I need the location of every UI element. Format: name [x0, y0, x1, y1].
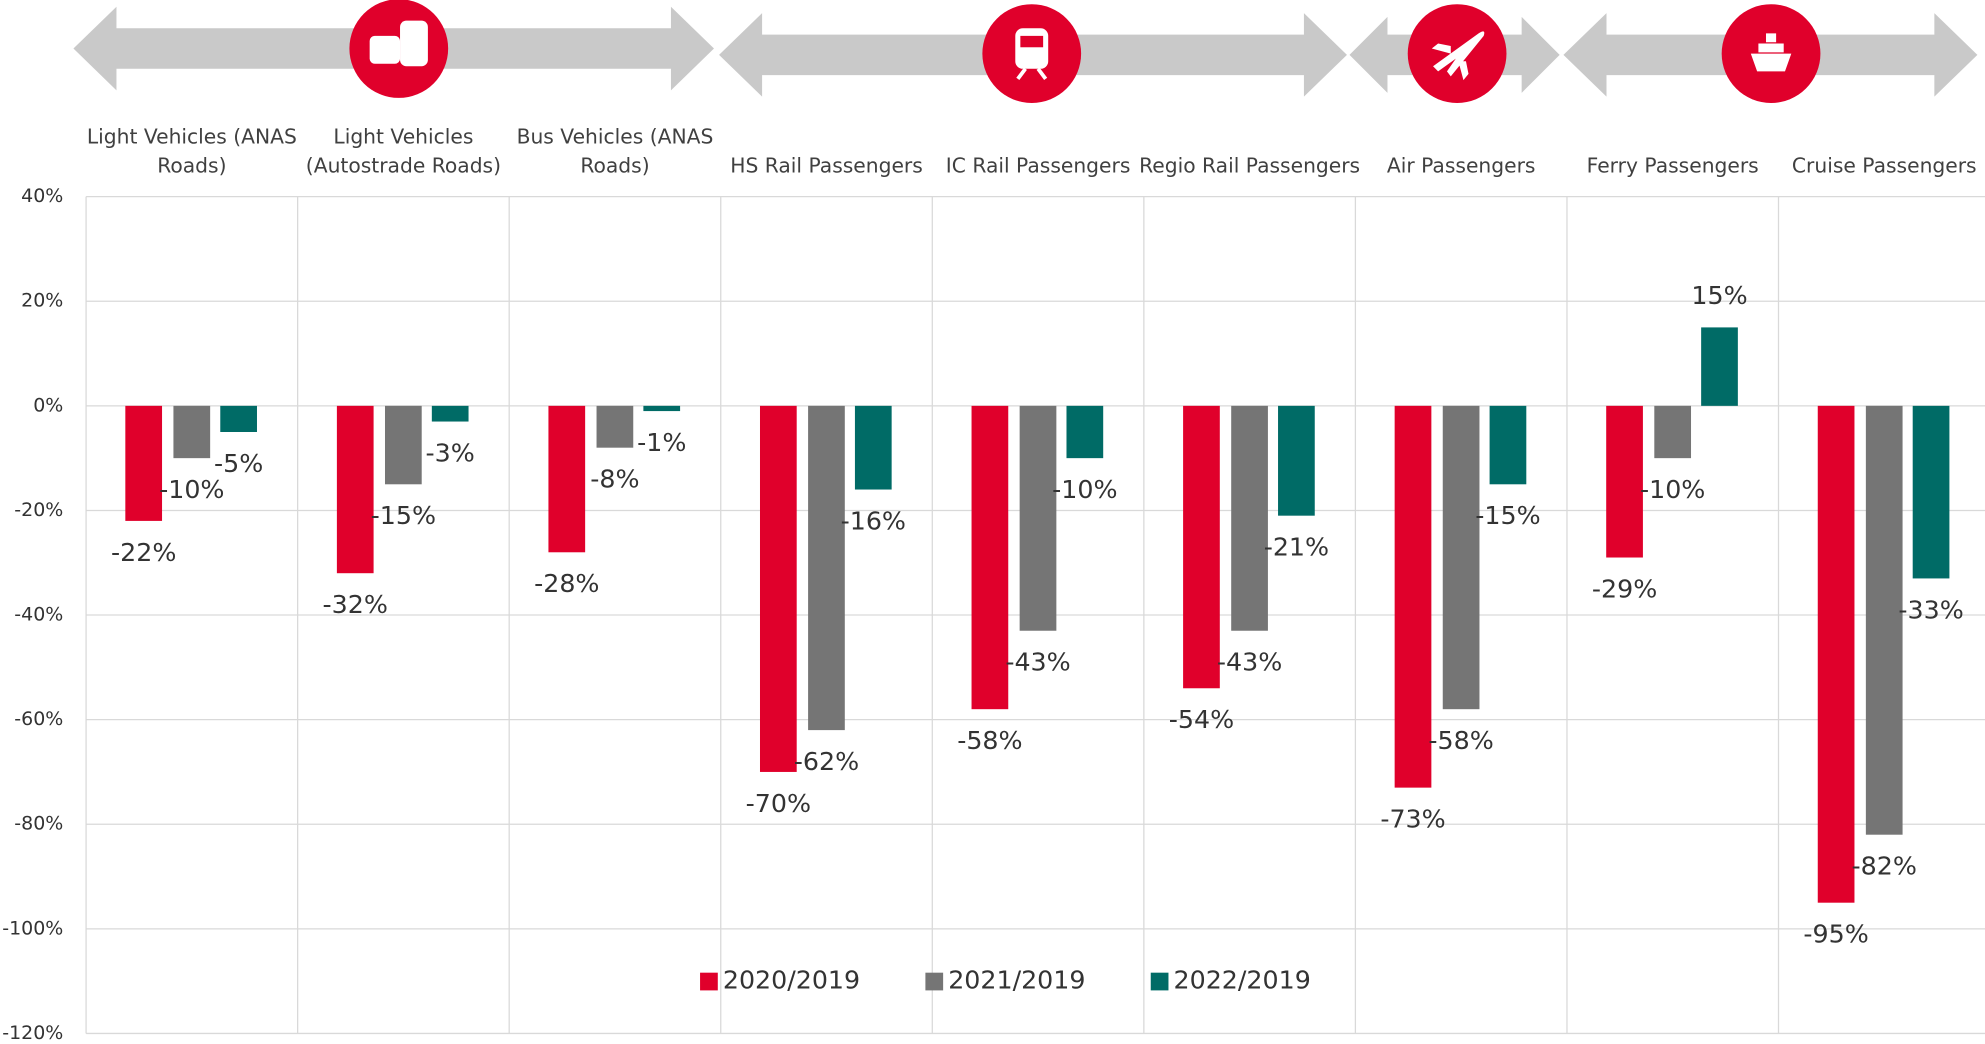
- data-label: -70%: [746, 789, 811, 818]
- data-label: -10%: [1640, 475, 1705, 504]
- data-label: -43%: [1005, 648, 1070, 677]
- x-tick-label: Bus Vehicles (ANAS Roads): [516, 124, 714, 178]
- bar: [1489, 405, 1527, 485]
- y-tick-label: -60%: [14, 708, 63, 730]
- x-tick-label-box: HS Rail Passengers: [730, 153, 923, 178]
- bar: [1231, 405, 1268, 631]
- data-label: -8%: [590, 465, 639, 494]
- bar: [384, 405, 422, 485]
- x-tick-label: IC Rail Passengers: [945, 153, 1131, 178]
- data-label: -73%: [1380, 805, 1445, 834]
- rails: [1016, 67, 1048, 81]
- data-label: -10%: [159, 475, 224, 504]
- x-tick-label: Air Passengers: [1386, 153, 1536, 178]
- bar: [1442, 405, 1480, 710]
- data-label: -54%: [1169, 705, 1234, 734]
- bar: [971, 405, 1009, 710]
- y-tick-label: -80%: [14, 813, 63, 835]
- y-tick-label: -20%: [14, 499, 63, 521]
- bar: [1394, 405, 1432, 788]
- data-label: 15%: [1691, 281, 1747, 310]
- bar: [643, 405, 681, 412]
- bar: [1183, 405, 1220, 689]
- x-tick-label-box: Bus Vehicles (ANAS Roads): [516, 124, 714, 178]
- bar: [1701, 327, 1738, 406]
- y-tick-label: 20%: [21, 290, 63, 312]
- bar: [1066, 405, 1104, 459]
- data-label: -33%: [1898, 595, 1963, 624]
- bar: [1912, 405, 1950, 579]
- y-tick-label: -100%: [2, 917, 63, 939]
- x-tick-label: Regio Rail Passengers: [1139, 153, 1361, 178]
- data-label: -58%: [1428, 726, 1493, 755]
- legend-label: 2021/2019: [948, 966, 1085, 995]
- plane: [1431, 31, 1485, 81]
- bar: [220, 405, 257, 432]
- x-tick-label: Ferry Passengers: [1586, 153, 1759, 178]
- data-label: -95%: [1803, 920, 1868, 949]
- bar: [1817, 405, 1855, 903]
- legend-swatch: [925, 972, 944, 991]
- bar: [431, 405, 469, 422]
- bar: [596, 405, 634, 448]
- bar: [1278, 405, 1315, 516]
- bar: [1865, 405, 1903, 835]
- bar: [548, 405, 586, 553]
- data-label: -5%: [214, 449, 263, 478]
- ship: [1750, 33, 1792, 72]
- x-tick-label-box: Regio Rail Passengers: [1139, 153, 1361, 178]
- legend-label: 2022/2019: [1174, 966, 1311, 995]
- bar: [808, 405, 845, 731]
- legend-swatch: [1150, 972, 1169, 991]
- data-label: -29%: [1592, 574, 1657, 603]
- data-label: -10%: [1052, 475, 1117, 504]
- x-tick-label-box: IC Rail Passengers: [945, 153, 1131, 178]
- data-label: -32%: [323, 590, 388, 619]
- bus: [400, 20, 428, 67]
- bar: [1654, 405, 1692, 459]
- y-tick-label: -40%: [14, 604, 63, 626]
- data-label: -15%: [371, 501, 436, 530]
- x-tick-label-box: Light Vehicles (ANAS Roads): [86, 124, 297, 178]
- data-label: -1%: [637, 428, 686, 457]
- bar: [125, 405, 163, 521]
- x-tick-label-box: Ferry Passengers: [1586, 153, 1759, 178]
- x-tick-label: Light Vehicles (ANAS Roads): [86, 124, 297, 178]
- car: [369, 35, 401, 64]
- data-label: -3%: [426, 438, 475, 467]
- bar: [173, 405, 211, 459]
- bar: [1019, 405, 1057, 631]
- data-label: -58%: [957, 726, 1022, 755]
- data-label: -82%: [1852, 852, 1917, 881]
- data-label: -15%: [1475, 501, 1540, 530]
- train: [1015, 28, 1049, 69]
- legend-swatch: [700, 972, 718, 991]
- legend-label: 2020/2019: [723, 966, 860, 995]
- data-label: -21%: [1264, 533, 1329, 562]
- y-tick-label: -120%: [2, 1022, 63, 1044]
- data-label: -43%: [1217, 648, 1282, 677]
- train-window: [1020, 35, 1044, 48]
- bar: [759, 405, 797, 772]
- data-label: -62%: [794, 747, 859, 776]
- x-tick-label: Cruise Passengers: [1791, 153, 1977, 178]
- y-tick-label: 0%: [33, 394, 63, 416]
- x-tick-label: Light Vehicles (Autostrade Roads): [305, 124, 502, 178]
- bar: [336, 405, 374, 574]
- bar: [1606, 405, 1643, 558]
- x-tick-label-box: Cruise Passengers: [1791, 153, 1977, 178]
- data-label: -28%: [534, 569, 599, 598]
- x-tick-label-box: Light Vehicles (Autostrade Roads): [305, 124, 502, 178]
- bar: [854, 405, 892, 490]
- x-tick-label-box: Air Passengers: [1386, 153, 1536, 178]
- data-label: -22%: [111, 538, 176, 567]
- icons: [349, 0, 1821, 103]
- data-label: -16%: [841, 506, 906, 535]
- x-tick-label: HS Rail Passengers: [730, 153, 923, 178]
- y-tick-label: 40%: [21, 185, 63, 207]
